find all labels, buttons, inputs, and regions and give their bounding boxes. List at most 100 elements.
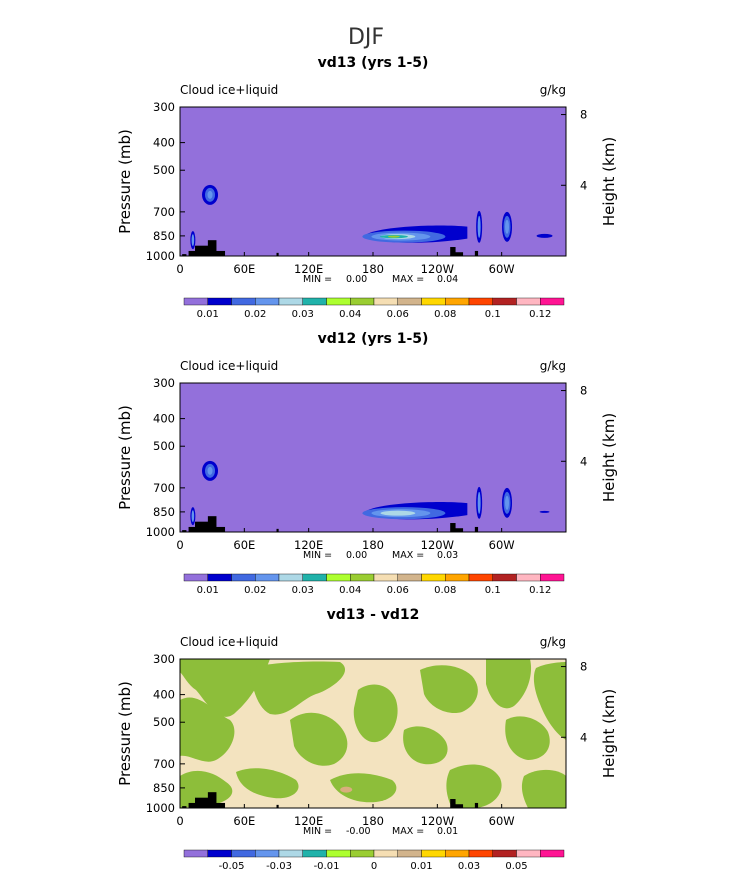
- field: [180, 107, 566, 256]
- colorbar-swatch: [516, 849, 541, 858]
- x-tick-label: 0: [176, 262, 183, 276]
- colorbar-swatch: [278, 573, 303, 582]
- contour-blob-10w: [539, 510, 550, 513]
- y-tick-label: 850: [153, 781, 175, 795]
- terrain-block: [182, 530, 187, 532]
- x-tick-label: 0: [176, 814, 183, 828]
- colorbar-swatch: [326, 297, 351, 306]
- x-tick-label: 120E: [294, 538, 323, 552]
- x-tick-label: 60E: [233, 538, 255, 552]
- colorbar-label: 0.03: [292, 585, 314, 596]
- colorbar-swatch: [183, 573, 208, 582]
- field: [180, 383, 566, 532]
- y-tick-label: 700: [153, 205, 175, 219]
- terrain-block: [454, 528, 464, 532]
- contour-blob-12e-inner: [191, 234, 195, 247]
- y-axis-title: Pressure (mb): [116, 129, 134, 234]
- terrain-block: [276, 804, 279, 808]
- terrain-block: [276, 528, 279, 532]
- terrain-block: [474, 250, 479, 256]
- x-tick-label: 0: [176, 538, 183, 552]
- y2-tick-label: 8: [580, 384, 587, 398]
- colorbar-swatch: [373, 573, 398, 582]
- contour-negative-region-12: [486, 659, 532, 709]
- x-tick-label: 120W: [421, 814, 454, 828]
- y2-tick-label: 4: [580, 454, 587, 468]
- contour-negative-region-9: [420, 665, 478, 714]
- terrain-block: [450, 523, 456, 532]
- contour-blob-55w-inner: [505, 495, 510, 510]
- colorbar-label: 0.01: [197, 585, 219, 596]
- colorbar-swatch: [278, 849, 303, 858]
- field-label: Cloud ice+liquid: [180, 83, 278, 97]
- colorbar-label: -0.03: [266, 861, 292, 872]
- terrain-block: [182, 806, 187, 808]
- x-tick-label: 60W: [489, 538, 515, 552]
- y2-tick-label: 8: [580, 108, 587, 122]
- terrain-block: [276, 252, 279, 256]
- terrain-block: [474, 802, 479, 808]
- y2-axis-title: Height (km): [600, 137, 618, 226]
- y-tick-label: 300: [153, 652, 175, 666]
- terrain-block: [195, 521, 215, 532]
- contour-blob-10w: [536, 233, 553, 238]
- field: [180, 659, 566, 808]
- terrain-block: [207, 792, 217, 808]
- panel-2: vd12 (yrs 1-5)Cloud ice+liquid g/kg300400…: [116, 331, 618, 596]
- colorbar-label: 0.04: [339, 309, 361, 320]
- y-axis-title: Pressure (mb): [116, 405, 134, 510]
- colorbar-swatch: [468, 573, 493, 582]
- x-tick-label: 60W: [489, 262, 515, 276]
- colorbar-swatch: [207, 573, 232, 582]
- colorbar-swatch: [373, 297, 398, 306]
- colorbar-swatch: [397, 297, 422, 306]
- panel-title: vd13 (yrs 1-5): [318, 55, 429, 71]
- colorbar-label: 0.08: [434, 585, 456, 596]
- y-tick-label: 1000: [146, 249, 175, 263]
- colorbar-swatch: [255, 297, 280, 306]
- y-axis-title: Pressure (mb): [116, 681, 134, 786]
- colorbar-swatch: [326, 573, 351, 582]
- contour-streak-l4: [380, 510, 416, 516]
- terrain-block: [207, 516, 217, 532]
- terrain-block: [454, 804, 464, 808]
- y-tick-label: 400: [153, 412, 175, 426]
- contour-positive-spot: [340, 786, 353, 793]
- y-tick-label: 500: [153, 715, 175, 729]
- colorbar-label: 0.08: [434, 309, 456, 320]
- colorbar-swatch: [540, 849, 565, 858]
- colorbar-swatch: [421, 297, 446, 306]
- field-label: Cloud ice+liquid: [180, 359, 278, 373]
- min-label: MIN =: [303, 550, 332, 561]
- colorbar-swatch: [516, 573, 541, 582]
- terrain-block: [195, 245, 215, 256]
- colorbar-label: -0.05: [219, 861, 245, 872]
- terrain-block: [207, 240, 217, 256]
- contour-negative-region-4: [290, 712, 348, 766]
- field-label: Cloud ice+liquid: [180, 635, 278, 649]
- panel-title: vd12 (yrs 1-5): [318, 331, 429, 347]
- colorbar-swatch: [302, 849, 327, 858]
- y-tick-label: 700: [153, 757, 175, 771]
- contour-negative-region-17: [300, 678, 314, 696]
- terrain-block: [450, 247, 456, 256]
- colorbar-swatch: [492, 573, 517, 582]
- colorbar-label: 0.03: [292, 309, 314, 320]
- terrain-block: [450, 799, 456, 808]
- contour-blob-80w-inner: [477, 215, 481, 238]
- contour-negative-region-8: [330, 773, 397, 803]
- contour-negative-region-15: [521, 769, 566, 808]
- contour-negative-region-13: [505, 716, 550, 760]
- colorbar-swatch: [373, 849, 398, 858]
- colorbar-swatch: [183, 849, 208, 858]
- contour-blob-55w-inner: [505, 219, 510, 234]
- max-value: 0.04: [437, 274, 458, 285]
- colorbar-label: 0.05: [505, 861, 527, 872]
- colorbar-swatch: [516, 297, 541, 306]
- field-background: [180, 383, 566, 532]
- min-value: -0.00: [346, 826, 371, 837]
- colorbar-swatch: [540, 573, 565, 582]
- x-tick-label: 120E: [294, 814, 323, 828]
- colorbar-swatch: [278, 297, 303, 306]
